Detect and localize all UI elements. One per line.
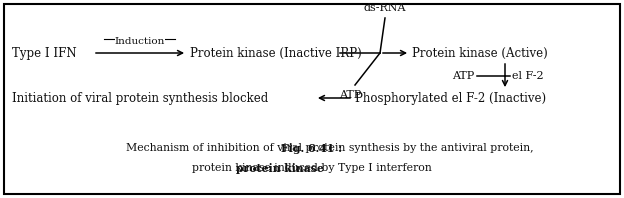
Text: Type I IFN: Type I IFN bbox=[12, 47, 77, 60]
Text: el F-2: el F-2 bbox=[512, 70, 544, 81]
Text: ds-RNA: ds-RNA bbox=[364, 3, 406, 13]
Text: protein kinase induced by Type I interferon: protein kinase induced by Type I interfe… bbox=[192, 163, 432, 173]
Text: protein kinase: protein kinase bbox=[236, 163, 324, 173]
Text: Protein kinase (Active): Protein kinase (Active) bbox=[412, 47, 548, 60]
Text: Induction: Induction bbox=[115, 37, 165, 46]
Text: ATP: ATP bbox=[339, 90, 361, 100]
Text: Protein kinase (Inactive IRP): Protein kinase (Inactive IRP) bbox=[190, 47, 362, 60]
Text: Phosphorylated el F-2 (Inactive): Phosphorylated el F-2 (Inactive) bbox=[355, 91, 546, 105]
Text: Mechanism of inhibition of viral protein synthesis by the antiviral protein,: Mechanism of inhibition of viral protein… bbox=[90, 143, 534, 153]
Text: Initiation of viral protein synthesis blocked: Initiation of viral protein synthesis bl… bbox=[12, 91, 268, 105]
Text: Fig. 6.41 :: Fig. 6.41 : bbox=[281, 143, 343, 153]
Text: ATP: ATP bbox=[452, 70, 474, 81]
